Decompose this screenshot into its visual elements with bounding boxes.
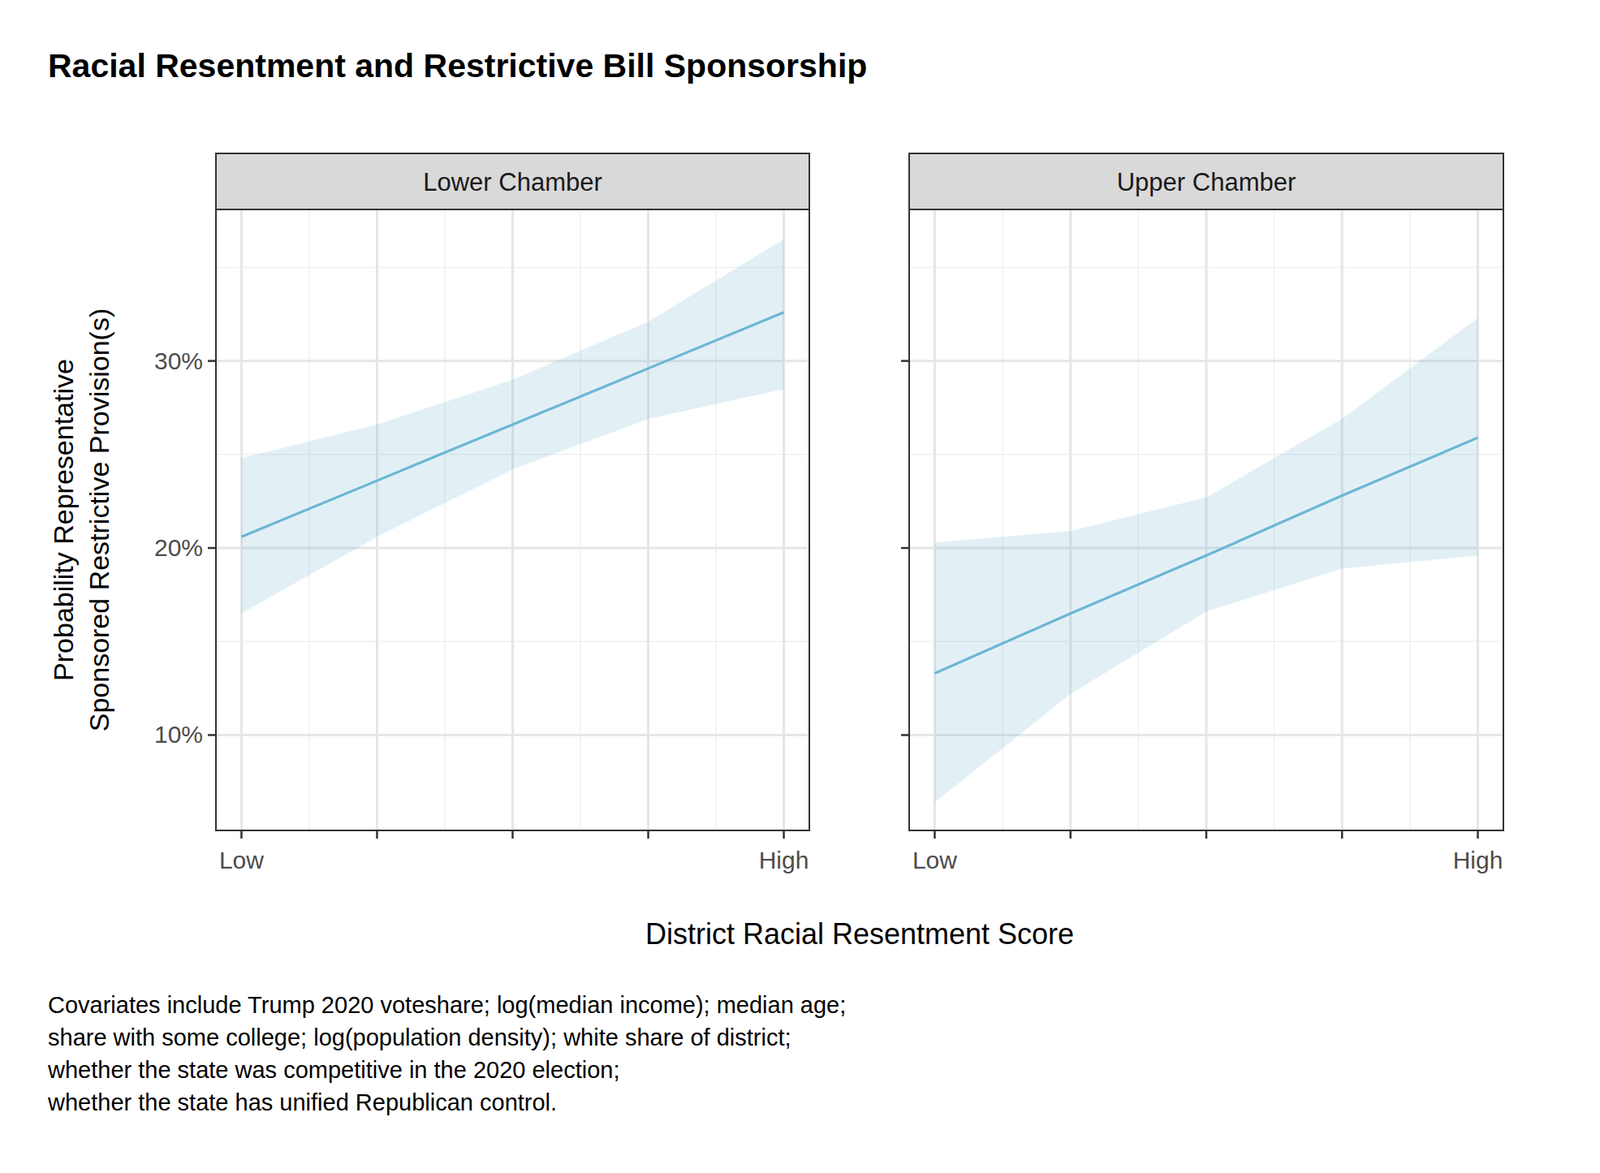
caption: Covariates include Trump 2020 voteshare;… [47, 991, 846, 1018]
x-tick [511, 830, 514, 839]
plot-background [909, 209, 1504, 831]
y-axis-label: Sponsored Restrictive Provision(s) [83, 308, 115, 733]
x-tick [933, 830, 936, 839]
y-tick-label: 20% [154, 534, 203, 561]
y-tick-label: 10% [154, 720, 203, 748]
x-tick [1205, 830, 1208, 839]
y-tick [207, 733, 216, 737]
grid-line [1069, 209, 1072, 831]
plot-background [215, 209, 810, 831]
x-tick-label: Low [912, 846, 958, 874]
x-tick [782, 830, 785, 839]
confidence-band [241, 239, 784, 614]
y-axis-label: Probability Representative [47, 358, 79, 682]
x-tick-label: High [1453, 846, 1504, 874]
x-tick [1476, 830, 1480, 839]
y-tick [207, 547, 216, 550]
y-tick [901, 733, 910, 737]
x-tick [646, 830, 650, 839]
frame [909, 209, 1504, 831]
x-tick [1069, 830, 1072, 839]
x-tick-label: High [759, 846, 810, 874]
grid-line [646, 209, 650, 831]
frame [215, 209, 810, 831]
x-axis-label: District Racial Resentment Score [645, 917, 1074, 951]
minor-grid [579, 209, 582, 831]
strip [215, 153, 810, 210]
minor-grid [444, 209, 446, 831]
y-tick-label: 30% [154, 347, 203, 375]
x-tick-label: Low [219, 846, 264, 874]
panel: Lower Chamber Low High 10% 20% 30% [154, 153, 810, 874]
strip [909, 153, 1504, 210]
panel-title: Upper Chamber [1116, 168, 1297, 197]
confidence-band [934, 318, 1478, 803]
x-tick [1341, 830, 1344, 839]
chart: Racial Resentment and Restrictive Bill S… [0, 0, 1600, 1173]
data-group [934, 318, 1478, 803]
title: Racial Resentment and Restrictive Bill S… [47, 47, 867, 85]
caption: whether the state was competitive in the… [47, 1056, 620, 1083]
line [241, 312, 784, 538]
y-tick [901, 547, 910, 550]
y-tick [207, 359, 216, 363]
y-tick [901, 359, 910, 363]
panel-title: Lower Chamber [422, 168, 603, 197]
caption: whether the state has unified Republican… [47, 1089, 557, 1116]
line [934, 437, 1478, 673]
caption: share with some college; log(population … [47, 1024, 792, 1051]
grid-line [511, 209, 514, 831]
data-group [241, 239, 784, 614]
x-tick [375, 830, 379, 839]
panel: Upper Chamber Low High [901, 153, 1504, 874]
x-tick [240, 830, 243, 839]
